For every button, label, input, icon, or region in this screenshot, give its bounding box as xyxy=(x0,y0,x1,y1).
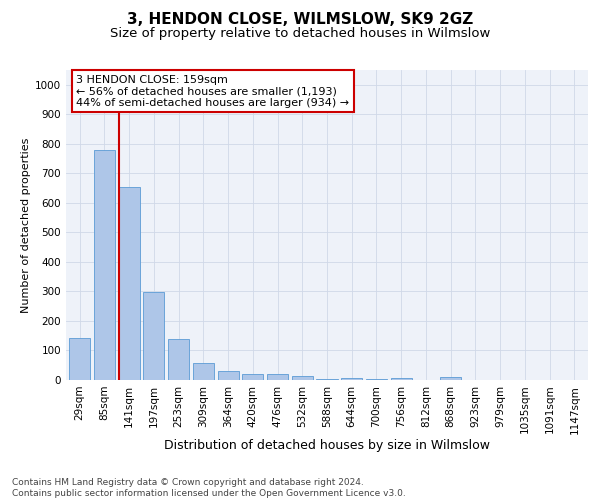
Bar xyxy=(440,377,461,380)
Text: Size of property relative to detached houses in Wilmslow: Size of property relative to detached ho… xyxy=(110,28,490,40)
X-axis label: Distribution of detached houses by size in Wilmslow: Distribution of detached houses by size … xyxy=(164,439,490,452)
Bar xyxy=(119,186,140,380)
Bar xyxy=(69,338,90,380)
Bar xyxy=(218,372,239,380)
Bar xyxy=(168,340,189,380)
Bar xyxy=(193,363,214,380)
Text: 3 HENDON CLOSE: 159sqm
← 56% of detached houses are smaller (1,193)
44% of semi-: 3 HENDON CLOSE: 159sqm ← 56% of detached… xyxy=(76,74,350,108)
Bar xyxy=(316,378,338,380)
Text: Contains HM Land Registry data © Crown copyright and database right 2024.
Contai: Contains HM Land Registry data © Crown c… xyxy=(12,478,406,498)
Bar xyxy=(94,150,115,380)
Bar xyxy=(242,374,263,380)
Y-axis label: Number of detached properties: Number of detached properties xyxy=(21,138,31,312)
Bar xyxy=(366,378,387,380)
Bar xyxy=(143,292,164,380)
Text: 3, HENDON CLOSE, WILMSLOW, SK9 2GZ: 3, HENDON CLOSE, WILMSLOW, SK9 2GZ xyxy=(127,12,473,28)
Bar xyxy=(341,378,362,380)
Bar xyxy=(267,374,288,380)
Bar xyxy=(292,376,313,380)
Bar xyxy=(391,378,412,380)
